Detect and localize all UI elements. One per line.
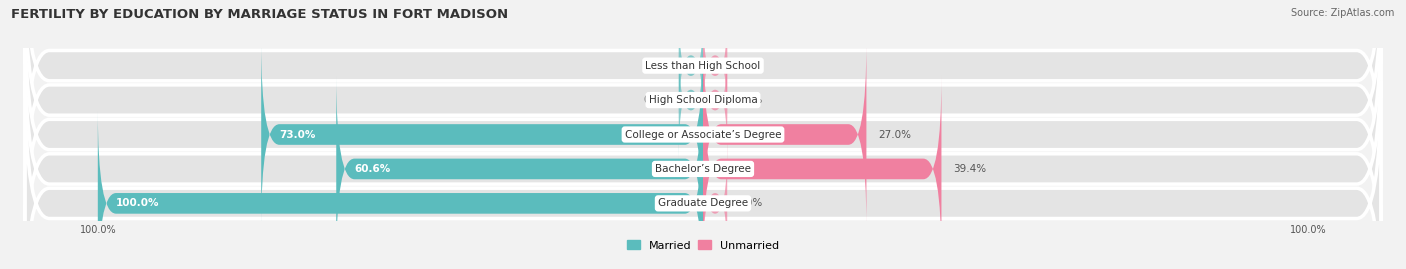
Text: FERTILITY BY EDUCATION BY MARRIAGE STATUS IN FORT MADISON: FERTILITY BY EDUCATION BY MARRIAGE STATU…: [11, 8, 509, 21]
FancyBboxPatch shape: [703, 76, 942, 262]
FancyBboxPatch shape: [25, 12, 1381, 257]
Text: 73.0%: 73.0%: [280, 129, 316, 140]
FancyBboxPatch shape: [336, 76, 703, 262]
Text: Graduate Degree: Graduate Degree: [658, 198, 748, 208]
Text: 100.0%: 100.0%: [115, 198, 159, 208]
Text: College or Associate’s Degree: College or Associate’s Degree: [624, 129, 782, 140]
FancyBboxPatch shape: [262, 41, 703, 228]
Text: 60.6%: 60.6%: [354, 164, 391, 174]
FancyBboxPatch shape: [25, 81, 1381, 269]
FancyBboxPatch shape: [703, 41, 727, 159]
Text: 0.0%: 0.0%: [644, 95, 669, 105]
FancyBboxPatch shape: [25, 46, 1381, 269]
FancyBboxPatch shape: [98, 110, 703, 269]
FancyBboxPatch shape: [25, 0, 1381, 223]
Text: 27.0%: 27.0%: [879, 129, 911, 140]
Text: Bachelor’s Degree: Bachelor’s Degree: [655, 164, 751, 174]
Text: Source: ZipAtlas.com: Source: ZipAtlas.com: [1291, 8, 1395, 18]
Text: 39.4%: 39.4%: [953, 164, 987, 174]
Text: 0.0%: 0.0%: [737, 198, 762, 208]
Text: Less than High School: Less than High School: [645, 61, 761, 71]
FancyBboxPatch shape: [25, 0, 1381, 188]
FancyBboxPatch shape: [703, 7, 727, 124]
FancyBboxPatch shape: [679, 7, 703, 124]
Text: 0.0%: 0.0%: [737, 95, 762, 105]
FancyBboxPatch shape: [679, 41, 703, 159]
Text: 0.0%: 0.0%: [737, 61, 762, 71]
Text: 0.0%: 0.0%: [644, 61, 669, 71]
Text: High School Diploma: High School Diploma: [648, 95, 758, 105]
Legend: Married, Unmarried: Married, Unmarried: [624, 238, 782, 253]
FancyBboxPatch shape: [703, 145, 727, 262]
FancyBboxPatch shape: [703, 41, 866, 228]
